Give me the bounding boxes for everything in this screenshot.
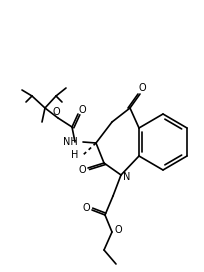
Text: O: O: [78, 105, 85, 115]
Text: O: O: [52, 107, 60, 117]
Text: NH: NH: [63, 137, 78, 147]
Text: H: H: [70, 150, 78, 160]
Text: O: O: [114, 225, 121, 235]
Text: O: O: [137, 83, 145, 93]
Text: O: O: [78, 165, 85, 175]
Text: O: O: [82, 203, 89, 213]
Text: N: N: [123, 172, 130, 182]
